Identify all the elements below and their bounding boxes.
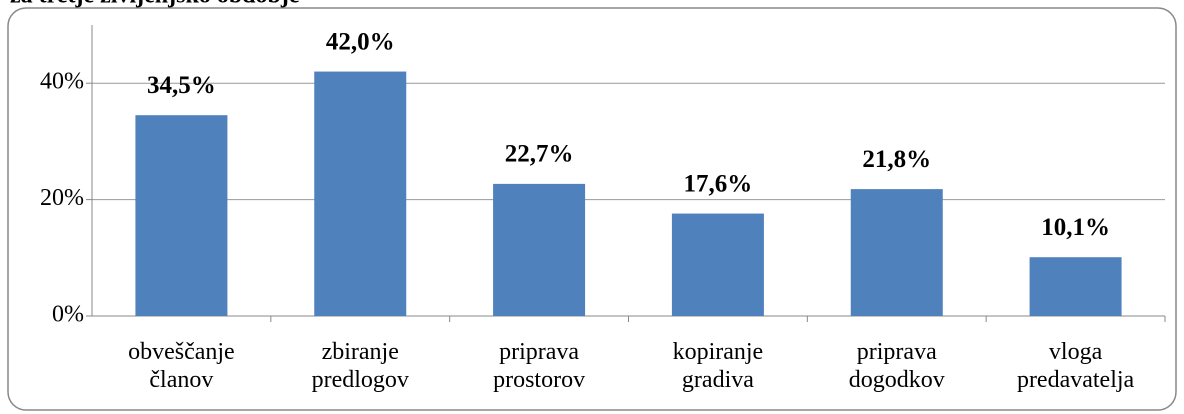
- value-label: 10,1%: [1041, 214, 1110, 241]
- x-tick-label: zbiranje predlogov: [311, 339, 409, 393]
- bar: [671, 213, 764, 316]
- y-tick-label: 0%: [52, 302, 84, 328]
- bar: [850, 189, 943, 316]
- y-tick-label: 40%: [40, 69, 84, 95]
- chart-title: za tretje življenjsko obdobje: [10, 0, 300, 9]
- bar: [135, 115, 228, 317]
- value-label: 17,6%: [684, 170, 753, 197]
- value-label: 34,5%: [147, 72, 216, 99]
- bar: [1029, 257, 1122, 316]
- value-label: 22,7%: [505, 141, 574, 168]
- value-label: 42,0%: [326, 28, 395, 55]
- x-tick-label: kopiranje gradiva: [672, 339, 764, 393]
- bar: [314, 71, 407, 316]
- x-tick-label: vloga predavatelja: [1016, 339, 1135, 393]
- x-tick-label: obveščanje članov: [128, 339, 235, 393]
- y-tick-label: 20%: [40, 185, 84, 211]
- value-label: 21,8%: [862, 146, 931, 173]
- bar: [493, 183, 586, 316]
- x-tick-label: priprava dogodkov: [848, 339, 945, 393]
- x-tick-label: priprava prostorov: [493, 339, 586, 393]
